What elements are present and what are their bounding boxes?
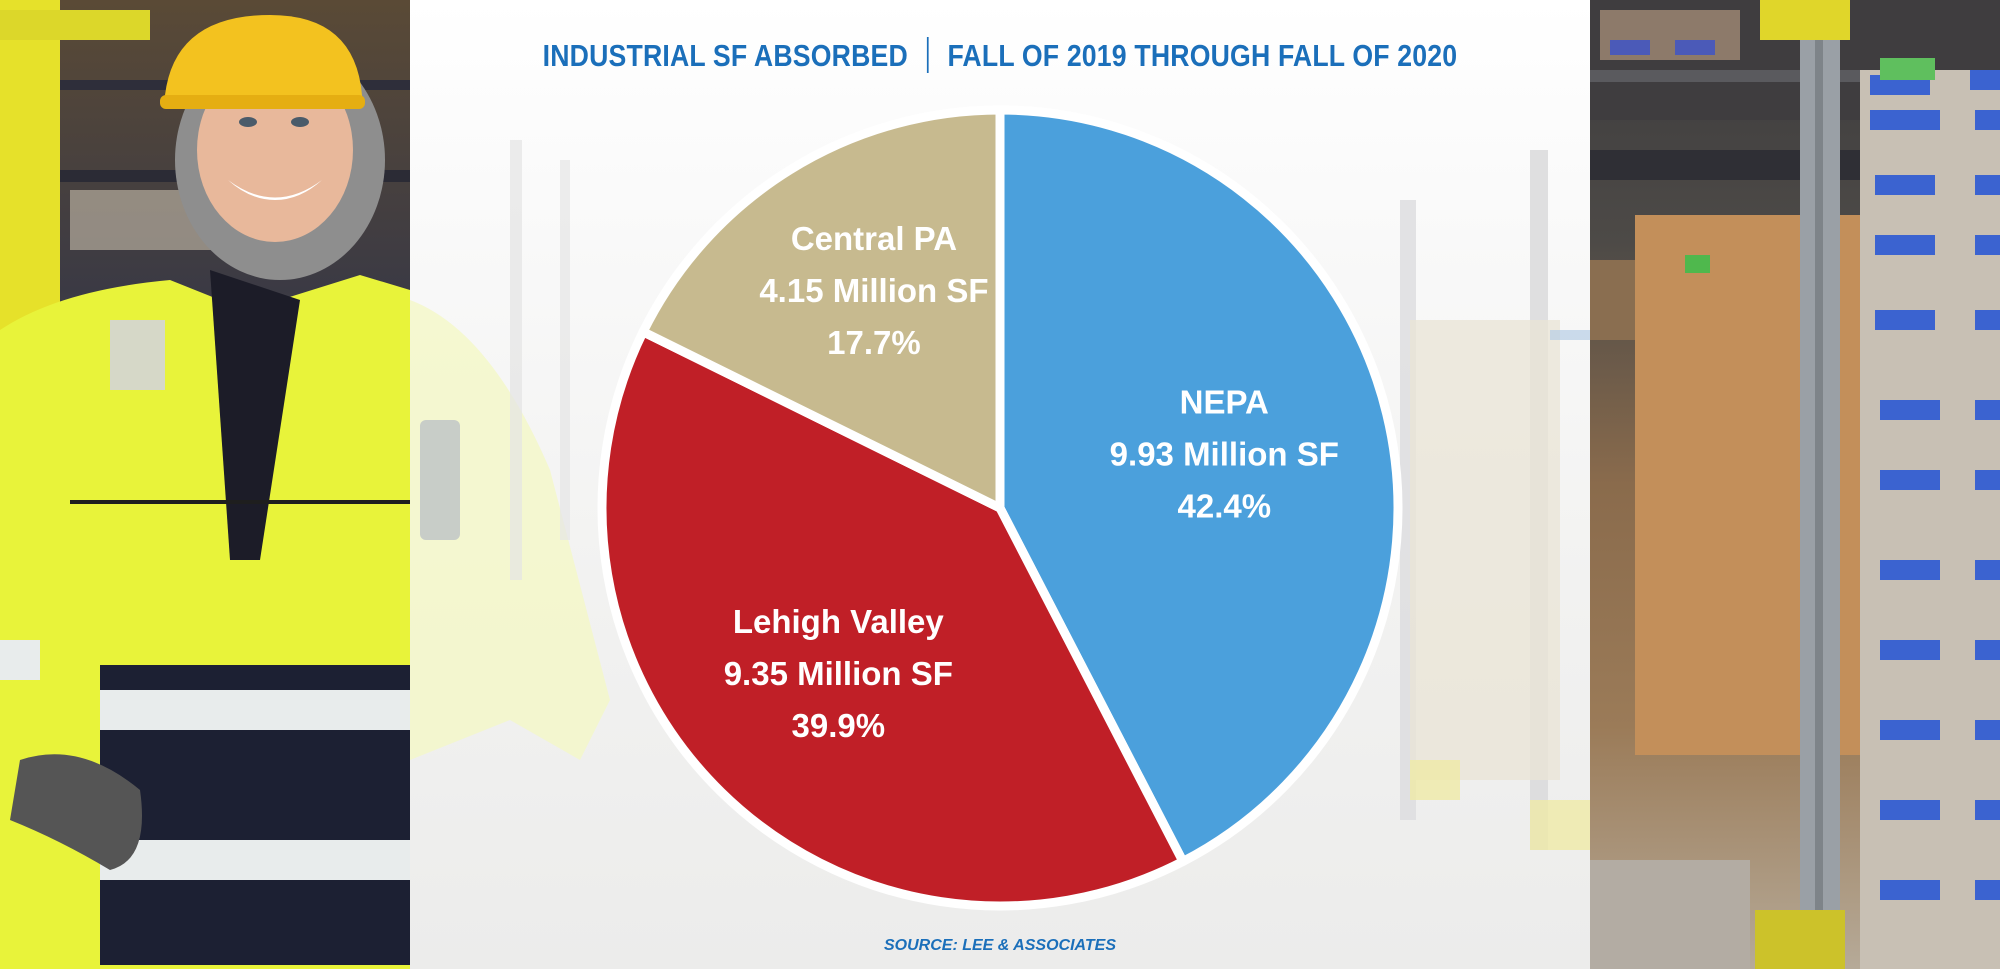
pie-chart: NEPA 9.93 Million SF 42.4% Lehigh Valley 9.3…	[560, 100, 1440, 940]
worker-illustration	[0, 0, 410, 969]
slice-label-name: NEPA	[1180, 383, 1269, 420]
slice-label-value: 9.35 Million SF	[724, 655, 953, 692]
slice-label-percent: 42.4%	[1178, 487, 1272, 524]
title-separator	[927, 37, 929, 73]
slice-label-name: Central PA	[791, 220, 957, 257]
warehouse-photo	[1590, 0, 2000, 969]
chart-title: INDUSTRIAL SF ABSORBED FALL OF 2019 THROU…	[493, 38, 1508, 76]
chart-title-period: FALL OF 2019 THROUGH FALL OF 2020	[947, 38, 1457, 73]
slice-label-value: 4.15 Million SF	[759, 272, 988, 309]
slice-label-percent: 39.9%	[792, 707, 886, 744]
chart-title-metric: INDUSTRIAL SF ABSORBED	[543, 38, 908, 73]
source-note: SOURCE: LEE & ASSOCIATES	[410, 937, 1590, 955]
slice-label-percent: 17.7%	[827, 324, 921, 361]
slice-label-value: 9.93 Million SF	[1110, 435, 1339, 472]
warehouse-illustration	[1590, 0, 2000, 969]
slice-label-name: Lehigh Valley	[733, 603, 945, 640]
worker-photo	[0, 0, 410, 969]
